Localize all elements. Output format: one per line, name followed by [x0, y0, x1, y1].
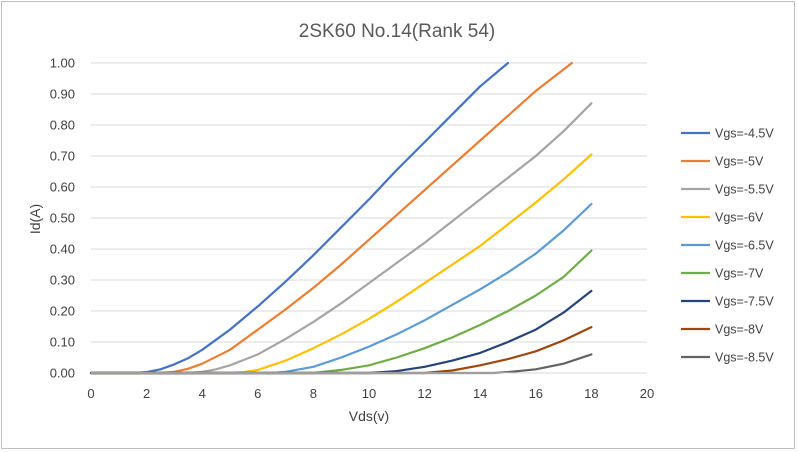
x-tick-label: 20: [640, 386, 654, 401]
y-tick-labels: 0.00 0.10 0.20 0.30 0.40 0.50 0.60 0.70 0.80 0.90…: [50, 56, 75, 381]
x-tick-label: 16: [529, 386, 543, 401]
legend-label: Vgs=-5V: [715, 155, 764, 169]
legend-label: Vgs=-6V: [715, 211, 764, 225]
y-tick-label: 0.40: [50, 242, 75, 257]
y-tick-label: 0.90: [50, 87, 75, 102]
series-line-1: [89, 61, 510, 375]
x-tick-labels: 0 2 4 6 8 10 12 14 16 18 20: [87, 386, 654, 401]
y-tick-label: 0.60: [50, 180, 75, 195]
x-tick-label: 12: [417, 386, 431, 401]
x-tick-label: 14: [473, 386, 487, 401]
chart-title: 2SK60 No.14(Rank 54): [299, 21, 495, 42]
legend-label: Vgs=-7V: [715, 267, 764, 281]
x-tick-label: 0: [87, 386, 94, 401]
gridlines: [91, 62, 647, 343]
y-tick-label: 0.00: [50, 366, 75, 381]
x-tick-label: 18: [584, 386, 598, 401]
legend: Vgs=-4.5V Vgs=-5V Vgs=-5.5V Vgs=-6V Vgs=-6.5…: [681, 127, 774, 365]
legend-label: Vgs=-4.5V: [715, 127, 774, 141]
x-tick-label: 6: [254, 386, 261, 401]
y-tick-label: 0.10: [50, 335, 75, 350]
y-tick-label: 0.20: [50, 304, 75, 319]
legend-label: Vgs=-6.5V: [715, 239, 774, 253]
y-tick-label: 0.30: [50, 273, 75, 288]
series-line-3: [89, 102, 593, 375]
legend-label: Vgs=-7.5V: [715, 295, 774, 309]
x-tick-label: 2: [143, 386, 150, 401]
y-axis-label: Id(A): [27, 204, 43, 234]
legend-label: Vgs=-5.5V: [715, 183, 774, 197]
x-tick-label: 8: [310, 386, 317, 401]
y-tick-label: 0.50: [50, 211, 75, 226]
x-tick-label: 4: [199, 386, 206, 401]
y-tick-label: 1.00: [50, 56, 75, 71]
series-line-6: [89, 249, 593, 375]
y-tick-label: 0.70: [50, 149, 75, 164]
series-line-5: [89, 202, 593, 375]
x-tick-label: 10: [362, 386, 376, 401]
series-line-4: [89, 153, 593, 375]
x-axis-label: Vds(v): [349, 408, 389, 424]
legend-label: Vgs=-8.5V: [715, 351, 774, 365]
series-line-2: [89, 61, 574, 375]
legend-label: Vgs=-8V: [715, 323, 764, 337]
y-tick-label: 0.80: [50, 118, 75, 133]
